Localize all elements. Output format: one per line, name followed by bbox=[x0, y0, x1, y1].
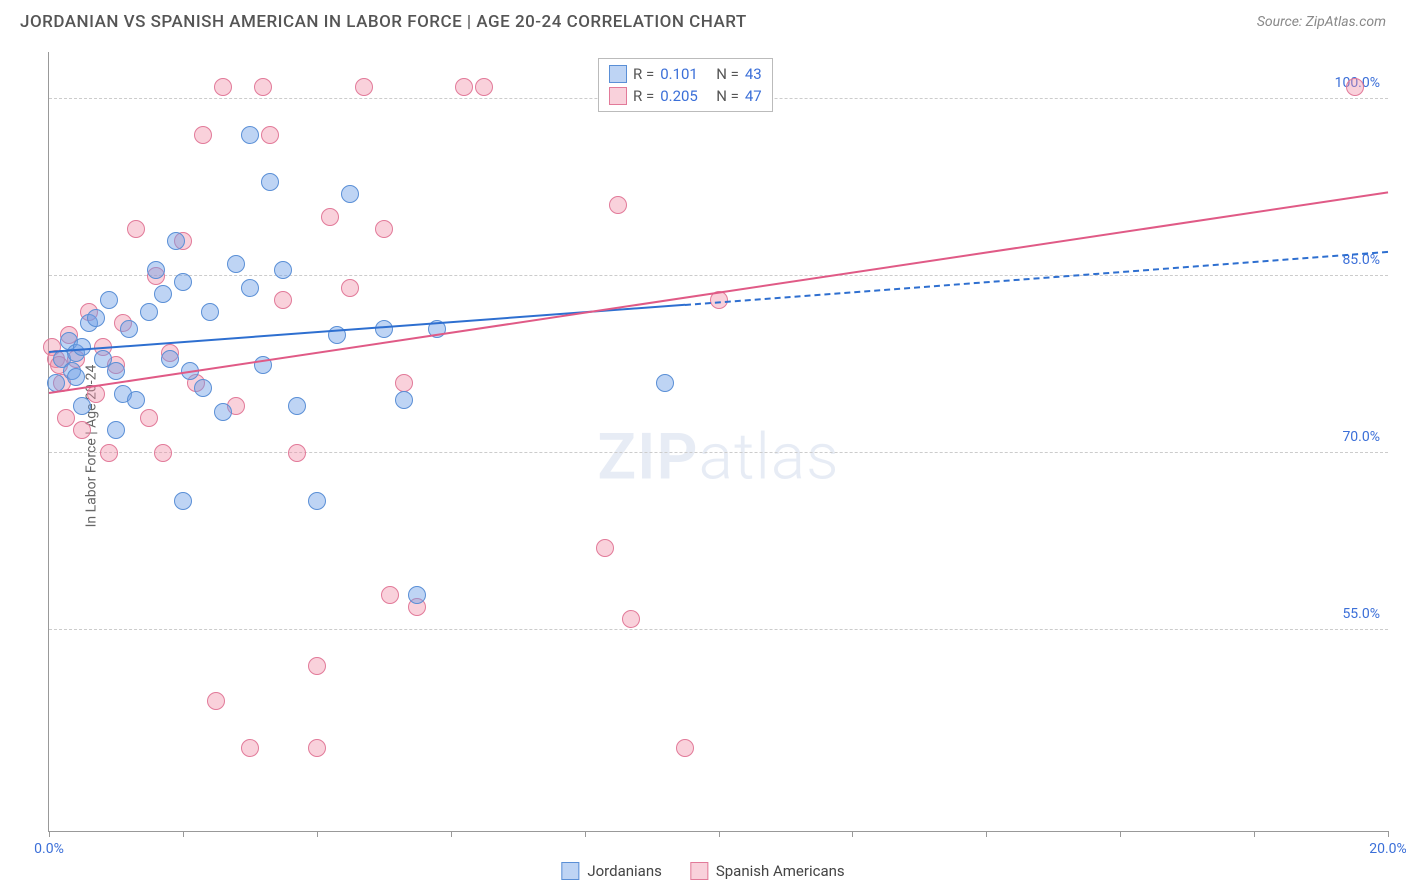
scatter-point bbox=[214, 78, 232, 96]
scatter-point bbox=[194, 379, 212, 397]
legend-stats: R = 0.101 N = 43R = 0.205 N = 47 bbox=[598, 58, 773, 112]
scatter-point bbox=[321, 208, 339, 226]
x-tick bbox=[986, 831, 987, 837]
legend-bottom: Jordanians Spanish Americans bbox=[561, 862, 844, 880]
scatter-point bbox=[341, 185, 359, 203]
scatter-point bbox=[455, 78, 473, 96]
x-tick-label: 0.0% bbox=[34, 841, 64, 857]
scatter-point bbox=[475, 78, 493, 96]
scatter-point bbox=[254, 78, 272, 96]
scatter-point bbox=[127, 391, 145, 409]
source-label: Source: ZipAtlas.com bbox=[1257, 14, 1386, 30]
scatter-point bbox=[207, 692, 225, 710]
gridline bbox=[49, 275, 1388, 276]
scatter-point bbox=[241, 126, 259, 144]
scatter-point bbox=[241, 279, 259, 297]
legend-swatch bbox=[561, 862, 579, 880]
scatter-point bbox=[154, 444, 172, 462]
scatter-point bbox=[609, 196, 627, 214]
scatter-point bbox=[395, 391, 413, 409]
scatter-point bbox=[47, 374, 65, 392]
scatter-point bbox=[308, 739, 326, 757]
scatter-point bbox=[201, 303, 219, 321]
scatter-point bbox=[194, 126, 212, 144]
x-tick bbox=[719, 831, 720, 837]
scatter-point bbox=[274, 291, 292, 309]
x-tick bbox=[317, 831, 318, 837]
scatter-point bbox=[67, 368, 85, 386]
scatter-point bbox=[174, 273, 192, 291]
scatter-point bbox=[120, 320, 138, 338]
y-tick-label: 55.0% bbox=[1342, 606, 1380, 622]
scatter-point bbox=[288, 444, 306, 462]
scatter-point bbox=[341, 279, 359, 297]
trend-line bbox=[685, 251, 1388, 306]
gridline bbox=[49, 452, 1388, 453]
x-tick bbox=[585, 831, 586, 837]
scatter-point bbox=[395, 374, 413, 392]
scatter-point bbox=[87, 309, 105, 327]
chart-title: JORDANIAN VS SPANISH AMERICAN IN LABOR F… bbox=[20, 12, 747, 32]
x-tick bbox=[1120, 831, 1121, 837]
chart-plot-area: ZIPatlas 55.0%70.0%85.0%100.0%0.0%20.0%R… bbox=[48, 52, 1388, 832]
scatter-point bbox=[73, 397, 91, 415]
y-tick-label: 70.0% bbox=[1342, 429, 1380, 445]
scatter-point bbox=[174, 492, 192, 510]
legend-label: Spanish Americans bbox=[716, 862, 845, 880]
legend-swatch bbox=[609, 87, 627, 105]
scatter-point bbox=[227, 255, 245, 273]
legend-swatch bbox=[609, 65, 627, 83]
legend-item: Spanish Americans bbox=[690, 862, 845, 880]
scatter-point bbox=[107, 362, 125, 380]
scatter-point bbox=[73, 421, 91, 439]
scatter-point bbox=[127, 220, 145, 238]
scatter-point bbox=[676, 739, 694, 757]
gridline bbox=[49, 629, 1388, 630]
scatter-point bbox=[161, 350, 179, 368]
scatter-point bbox=[355, 78, 373, 96]
scatter-point bbox=[1346, 78, 1364, 96]
x-tick bbox=[183, 831, 184, 837]
scatter-point bbox=[167, 232, 185, 250]
scatter-point bbox=[57, 409, 75, 427]
scatter-point bbox=[214, 403, 232, 421]
scatter-point bbox=[261, 126, 279, 144]
scatter-point bbox=[308, 492, 326, 510]
x-tick bbox=[451, 831, 452, 837]
x-tick bbox=[1388, 831, 1389, 837]
scatter-point bbox=[596, 539, 614, 557]
x-tick-label: 20.0% bbox=[1369, 841, 1406, 857]
scatter-point bbox=[261, 173, 279, 191]
x-tick bbox=[1254, 831, 1255, 837]
scatter-point bbox=[154, 285, 172, 303]
x-tick bbox=[49, 831, 50, 837]
legend-swatch bbox=[690, 862, 708, 880]
scatter-point bbox=[308, 657, 326, 675]
scatter-point bbox=[622, 610, 640, 628]
watermark: ZIPatlas bbox=[597, 420, 839, 495]
scatter-point bbox=[288, 397, 306, 415]
scatter-point bbox=[381, 586, 399, 604]
scatter-point bbox=[107, 421, 125, 439]
scatter-point bbox=[100, 291, 118, 309]
legend-label: Jordanians bbox=[587, 862, 662, 880]
scatter-point bbox=[375, 220, 393, 238]
scatter-point bbox=[147, 261, 165, 279]
scatter-point bbox=[656, 374, 674, 392]
x-tick bbox=[852, 831, 853, 837]
scatter-point bbox=[140, 303, 158, 321]
scatter-point bbox=[274, 261, 292, 279]
legend-item: Jordanians bbox=[561, 862, 662, 880]
scatter-point bbox=[241, 739, 259, 757]
scatter-point bbox=[408, 586, 426, 604]
scatter-point bbox=[100, 444, 118, 462]
scatter-point bbox=[140, 409, 158, 427]
scatter-point bbox=[375, 320, 393, 338]
